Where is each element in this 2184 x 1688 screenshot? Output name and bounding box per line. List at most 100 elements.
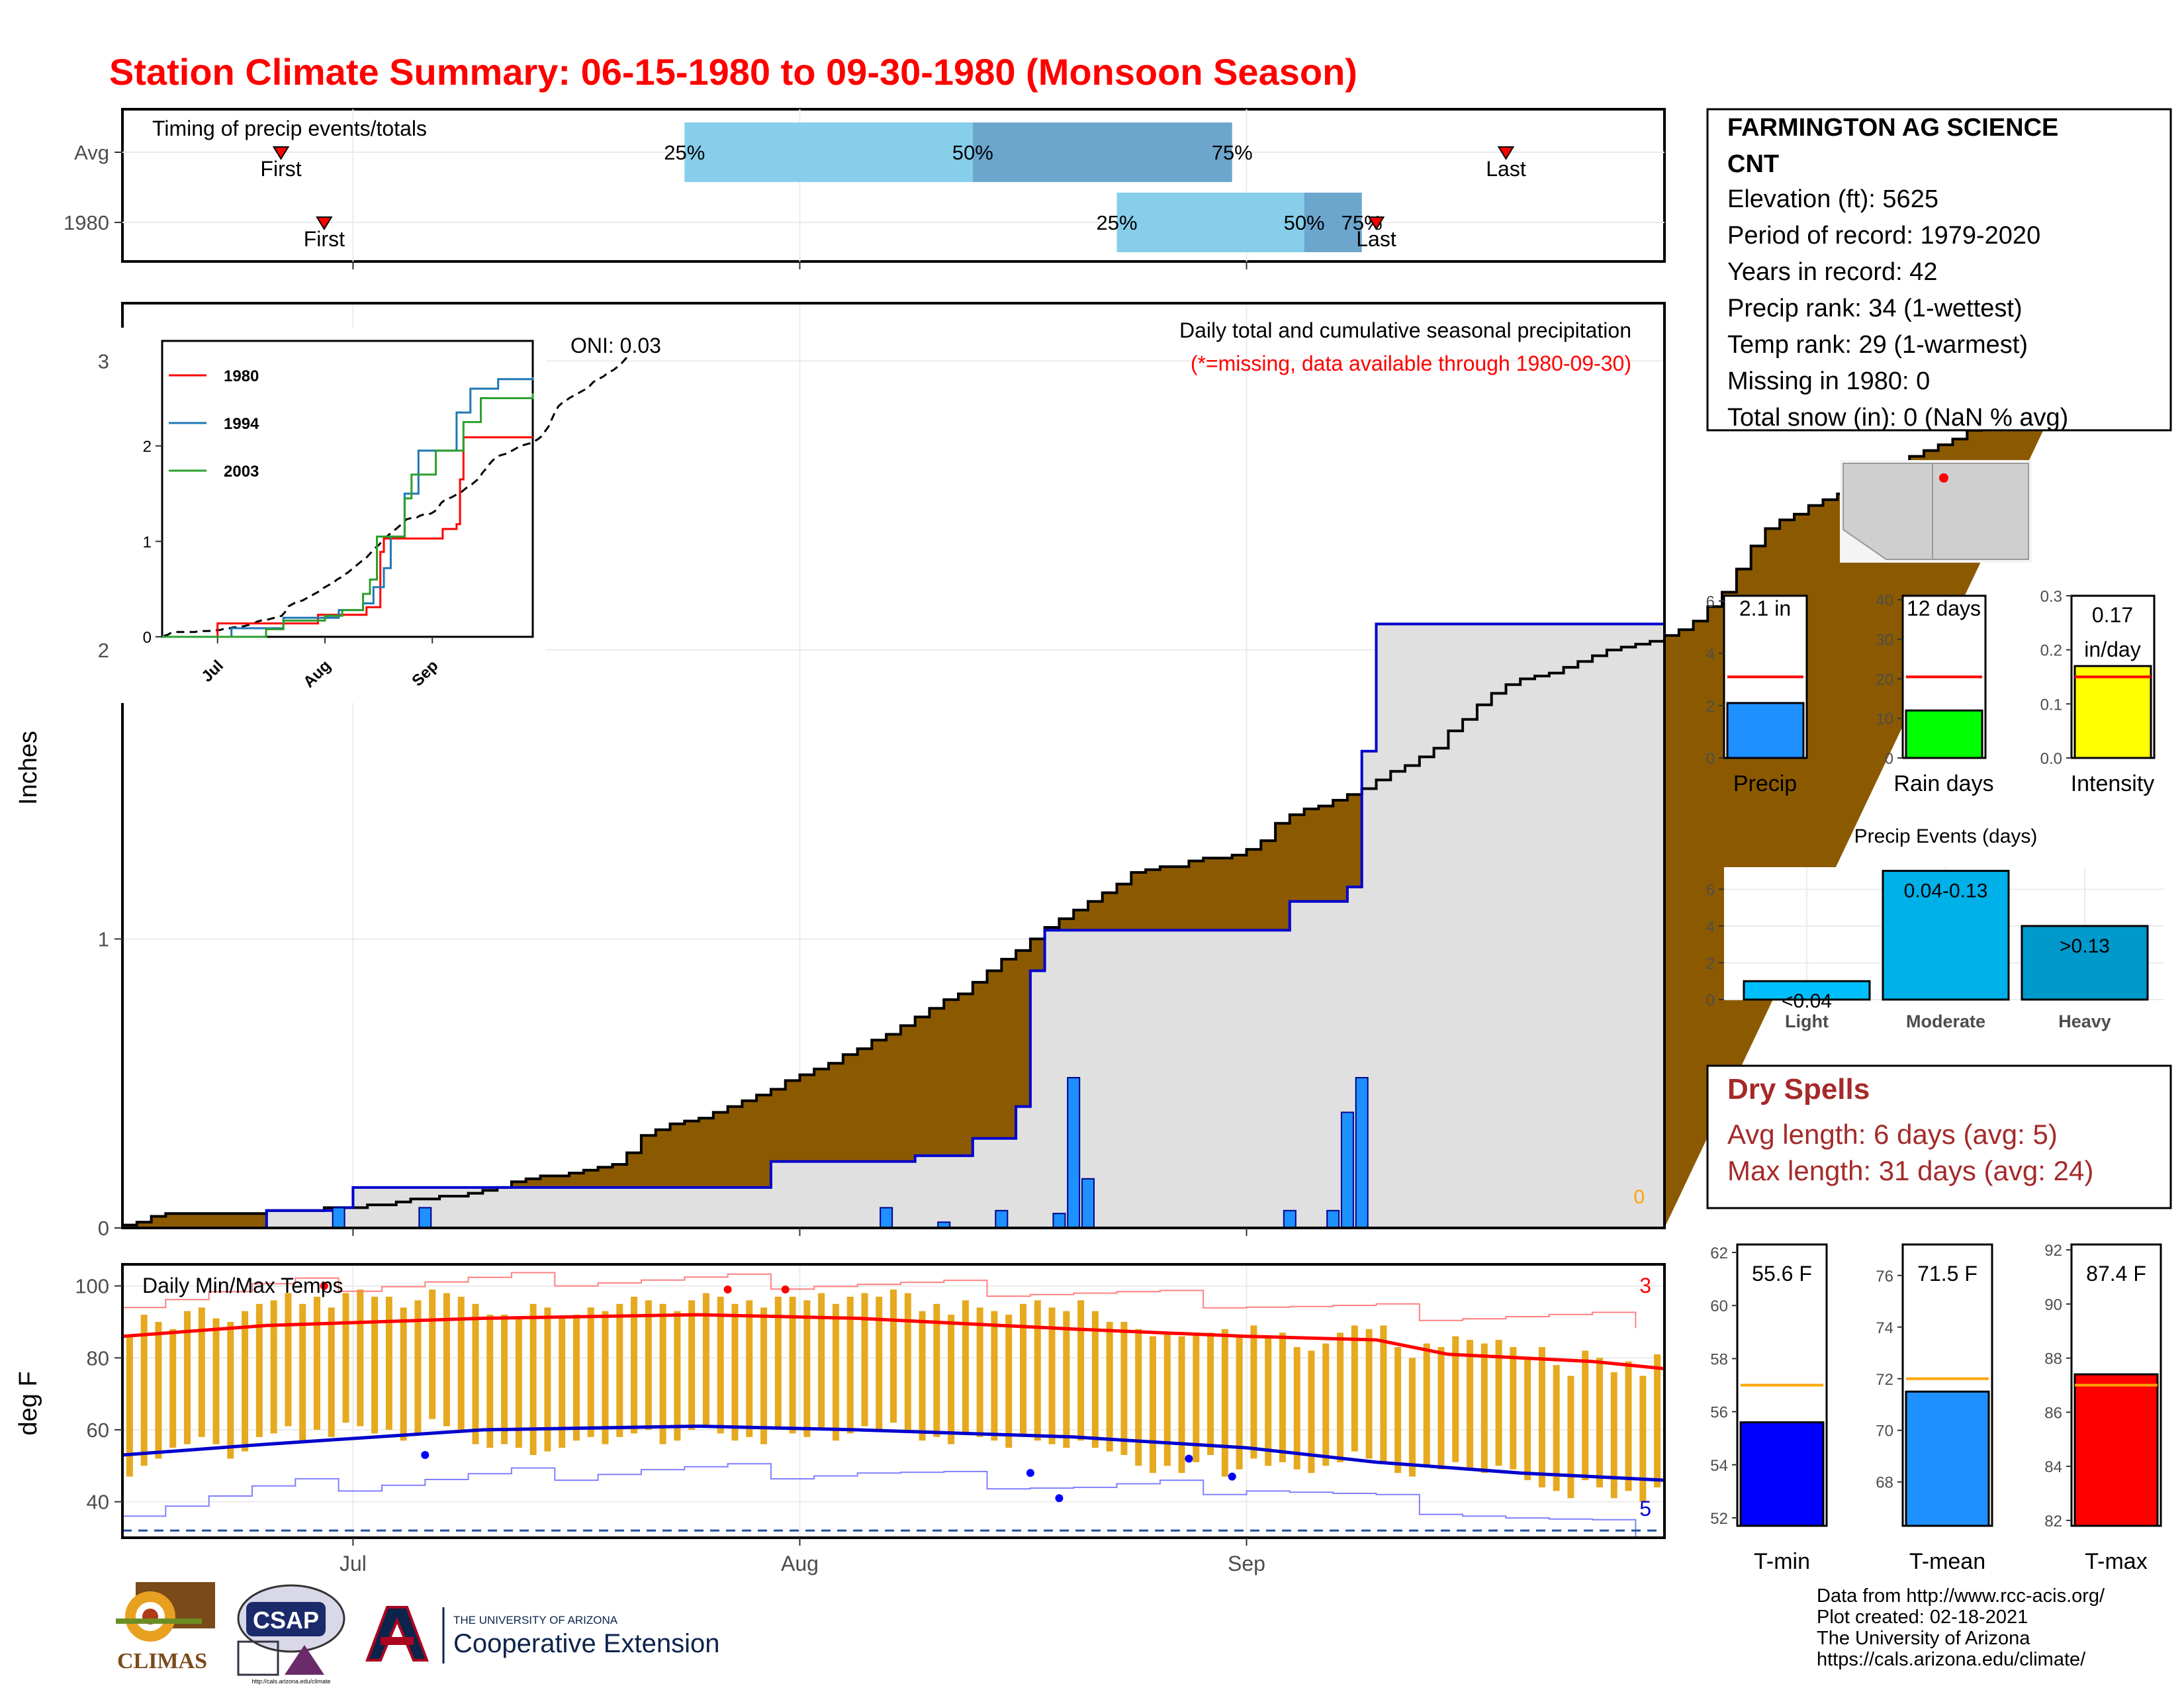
timing-last-label: Last <box>1356 227 1396 251</box>
events-bar-heavy <box>2021 925 2149 1001</box>
temp-x-tick-label: Jul <box>340 1552 367 1575</box>
temp-mini-tick-label: 84 <box>2044 1458 2062 1476</box>
daily-temp-bar <box>1120 1321 1128 1456</box>
daily-temp-bar <box>1077 1300 1085 1441</box>
temp-corner-bottom: 5 <box>1639 1497 1651 1521</box>
daily-temp-bar <box>1221 1329 1228 1477</box>
inset-y-tick-label: 2 <box>143 438 152 456</box>
station-info-line: Precip rank: 34 (1-wettest) <box>1727 295 2023 322</box>
daily-temp-bar <box>760 1307 768 1444</box>
daily-temp-bar <box>602 1311 609 1444</box>
mini-bar-tick-label: 0.3 <box>2040 588 2062 606</box>
mini-bar-value <box>1905 709 1983 759</box>
daily-temp-bar <box>169 1329 177 1448</box>
precip-y-tick-label: 2 <box>98 639 109 662</box>
events-category-label: Moderate <box>1906 1011 1985 1031</box>
precip-panel-frame <box>121 302 1666 1229</box>
oni-annotation: ONI: 0.03 <box>570 334 661 357</box>
precip-y-tick-label: 3 <box>98 350 109 373</box>
events-bar-label: 0.04-0.13 <box>1904 880 1988 902</box>
daily-temp-bar <box>227 1321 234 1459</box>
temp-mini-tick-label: 56 <box>1710 1404 1728 1422</box>
daily-temp-bar <box>140 1315 148 1466</box>
inset-legend-label: 2003 <box>224 463 259 481</box>
station-info-line: Period of record: 1979-2020 <box>1727 222 2040 250</box>
station-name-line2: CNT <box>1727 150 1779 178</box>
daily-temp-bar <box>255 1303 263 1437</box>
daily-temp-bar <box>559 1318 566 1448</box>
daily-precip-bar <box>1326 1209 1340 1229</box>
daily-temp-bar <box>803 1300 811 1437</box>
temp-mini-bar <box>1739 1421 1825 1527</box>
record-max-line <box>122 1272 1637 1329</box>
mini-bar-tick-label: 0.2 <box>2040 642 2062 660</box>
daily-temp-bar <box>861 1293 868 1427</box>
mini-bar-tick-label: 20 <box>1876 671 1893 688</box>
temp-mini-tick-label: 68 <box>1876 1474 1893 1492</box>
inset-line-2003 <box>162 393 534 638</box>
daily-temp-bar <box>919 1311 926 1441</box>
daily-temp-bar <box>212 1318 220 1444</box>
climas-logo: CLIMAS <box>109 1582 215 1681</box>
dry-spells-box <box>1706 1064 2172 1209</box>
dry-spells-title: Dry Spells <box>1727 1073 1870 1105</box>
events-title: Precip Events (days) <box>1854 825 2038 847</box>
daily-temp-bar <box>1423 1343 1430 1466</box>
temp-mini-bar <box>1905 1390 1990 1527</box>
temp-mini-value: 87.4 F <box>2086 1262 2146 1286</box>
mini-bar-value <box>1726 702 1805 759</box>
temp-mini-tick-label: 62 <box>1710 1244 1728 1262</box>
csap-logo-url: http://cals.arizona.edu/climate <box>251 1678 330 1685</box>
daily-temp-bar <box>1437 1346 1445 1470</box>
timing-pct-label: 50% <box>952 141 993 164</box>
temp-mini-tick-label: 92 <box>2044 1242 2062 1260</box>
mini-bar-value-label: 0.17 <box>2092 603 2133 627</box>
footer-line: https://cals.arizona.edu/climate/ <box>1817 1649 2086 1670</box>
mini-bar-tick-label: 6 <box>1706 593 1715 611</box>
events-category-label: Light <box>1785 1011 1829 1031</box>
daily-temp-bar <box>313 1296 320 1430</box>
timing-bar-25-50 <box>684 122 973 182</box>
mini-bar-value-label-unit: in/day <box>2084 637 2140 661</box>
daily-precip-bar <box>1052 1213 1066 1229</box>
mini-bar-tick-label: 0 <box>1706 750 1715 768</box>
daily-temp-bar <box>1351 1325 1358 1452</box>
daily-temp-bar <box>774 1296 782 1430</box>
events-bar-label: <0.04 <box>1782 990 1832 1012</box>
timing-first-label: First <box>304 227 345 251</box>
temp-mini-tick-label: 82 <box>2044 1513 2062 1530</box>
daily-temp-bar <box>1149 1336 1156 1474</box>
daily-temp-bar <box>890 1289 897 1423</box>
daily-temp-bar <box>1610 1372 1617 1499</box>
daily-temp-bar <box>1394 1346 1402 1474</box>
daily-temp-bar <box>746 1300 753 1437</box>
station-info-line: Years in record: 42 <box>1727 258 1938 286</box>
daily-temp-bar <box>544 1307 551 1452</box>
precip-y-axis-label: Inches <box>15 731 42 805</box>
precip-y-tick-label: 1 <box>98 927 109 951</box>
daily-temp-bar <box>1538 1346 1545 1487</box>
daily-temp-bar <box>414 1300 422 1434</box>
daily-temp-bar <box>1322 1343 1330 1466</box>
locator-map-state-nm <box>1932 463 2029 560</box>
temp-panel-frame <box>121 1263 1666 1539</box>
daily-temp-bar <box>832 1303 839 1441</box>
temp-title: Daily Min/Max Temps <box>142 1274 343 1297</box>
record-min-line <box>122 1463 1637 1539</box>
temp-mini-label: T-max <box>2085 1549 2147 1574</box>
dry-spells-max: Max length: 31 days (avg: 24) <box>1727 1155 2093 1186</box>
temp-mini-tick-label: 90 <box>2044 1296 2062 1314</box>
footer-line: Plot created: 02-18-2021 <box>1817 1607 2028 1628</box>
daily-temp-bar <box>1236 1336 1243 1470</box>
mini-bar-value-label: 2.1 in <box>1739 596 1791 620</box>
inset-legend-label: 1980 <box>224 367 259 385</box>
daily-temp-bar <box>1654 1354 1661 1487</box>
mini-bar-tick-label: 4 <box>1706 645 1715 663</box>
record-low-marker <box>1026 1469 1034 1477</box>
daily-temp-bar <box>371 1296 379 1434</box>
locator-station-dot <box>1939 473 1948 483</box>
timing-pct-label: 25% <box>664 141 705 164</box>
mini-bar-value-label: 12 days <box>1907 596 1981 620</box>
temp-mini-tick-label: 58 <box>1710 1350 1728 1368</box>
record-low-marker <box>1228 1472 1236 1481</box>
